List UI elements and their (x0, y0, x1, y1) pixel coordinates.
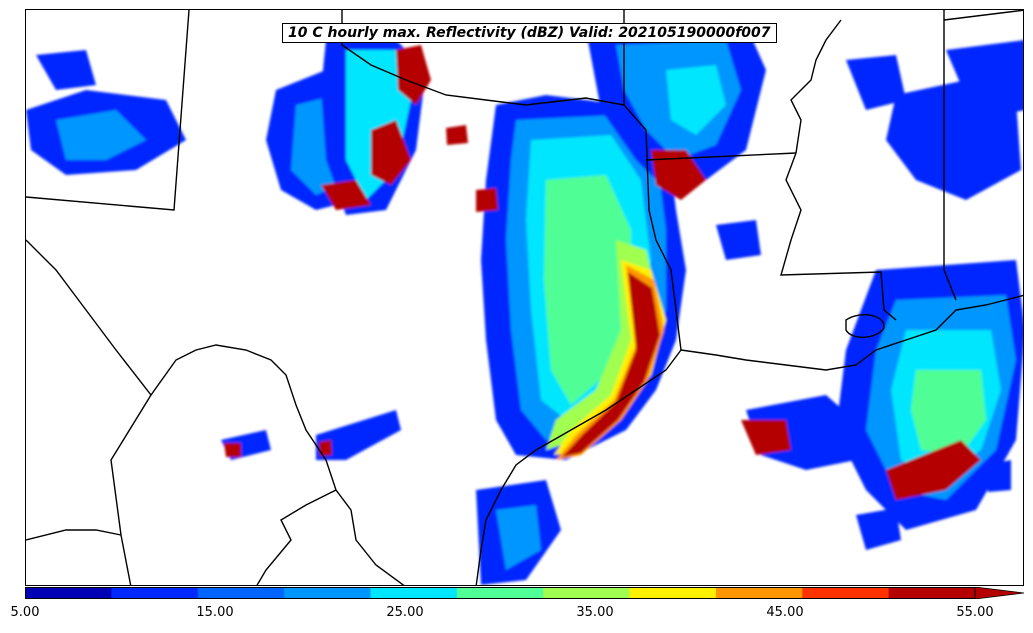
reflectivity-field (26, 25, 1023, 585)
colorbar-segment (543, 587, 631, 599)
colorbar-segment (629, 587, 717, 599)
colorbar-tick-label: 55.00 (956, 605, 994, 620)
map-title: 10 C hourly max. Reflectivity (dBZ) Vali… (282, 23, 777, 43)
colorbar-tick-label: 15.00 (196, 605, 234, 620)
colorbar (25, 587, 1024, 599)
colorbar-segment (456, 587, 544, 599)
colorbar-tick-label: 45.00 (766, 605, 804, 620)
colorbar-tick-label: 35.00 (576, 605, 614, 620)
colorbar-tick-label: 25.00 (386, 605, 424, 620)
colorbar-tick-label: 5.00 (10, 605, 40, 620)
colorbar-segment (370, 587, 458, 599)
colorbar-tick-labels: 5.00 15.00 25.00 35.00 45.00 55.00 (0, 605, 1033, 625)
colorbar-segment (197, 587, 285, 599)
colorbar-segment (802, 587, 890, 599)
colorbar-segment (715, 587, 803, 599)
colorbar-segment (284, 587, 371, 599)
reflectivity-map (26, 10, 1023, 585)
colorbar-segment (111, 587, 199, 599)
map-panel: 10 C hourly max. Reflectivity (dBZ) Vali… (25, 9, 1024, 586)
colorbar-segment (25, 587, 112, 599)
colorbar-segment (888, 587, 976, 599)
colorbar-border (25, 587, 976, 599)
state-boundaries (26, 10, 1023, 585)
colorbar-extend-arrow (974, 587, 1024, 599)
